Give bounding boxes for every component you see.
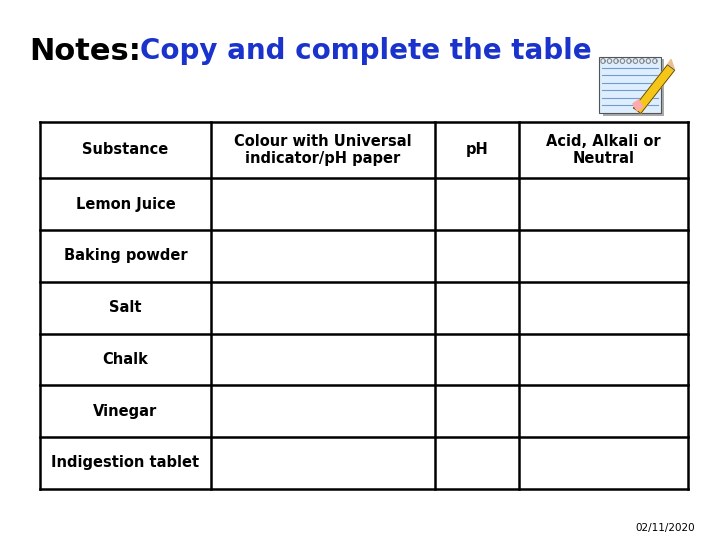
Text: Lemon Juice: Lemon Juice [76,197,176,212]
Polygon shape [634,65,675,113]
Text: Indigestion tablet: Indigestion tablet [51,455,199,470]
Text: Baking powder: Baking powder [63,248,187,264]
Text: Copy and complete the table: Copy and complete the table [140,37,592,65]
Text: Substance: Substance [82,143,168,158]
Text: Vinegar: Vinegar [94,403,158,418]
Polygon shape [633,100,643,111]
Text: Chalk: Chalk [102,352,148,367]
Text: Notes:: Notes: [29,37,140,66]
Text: Salt: Salt [109,300,142,315]
Bar [603,59,664,116]
Bar [599,57,660,113]
Text: 02/11/2020: 02/11/2020 [635,523,695,533]
Polygon shape [667,59,675,70]
Text: Colour with Universal
indicator/pH paper: Colour with Universal indicator/pH paper [234,134,412,166]
Text: Acid, Alkali or
Neutral: Acid, Alkali or Neutral [546,134,661,166]
Bar [40,122,688,489]
Text: pH: pH [466,143,488,158]
